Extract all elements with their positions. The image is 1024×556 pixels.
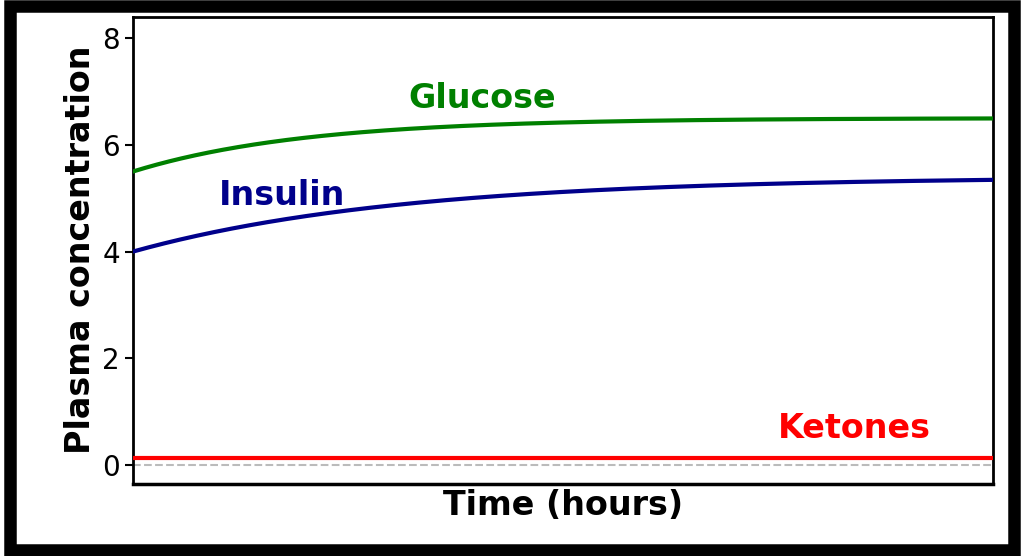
Text: Ketones: Ketones: [778, 412, 931, 445]
Text: Glucose: Glucose: [409, 82, 556, 116]
Y-axis label: Plasma concentration: Plasma concentration: [63, 46, 96, 454]
X-axis label: Time (hours): Time (hours): [443, 489, 683, 522]
Text: Insulin: Insulin: [219, 178, 345, 211]
